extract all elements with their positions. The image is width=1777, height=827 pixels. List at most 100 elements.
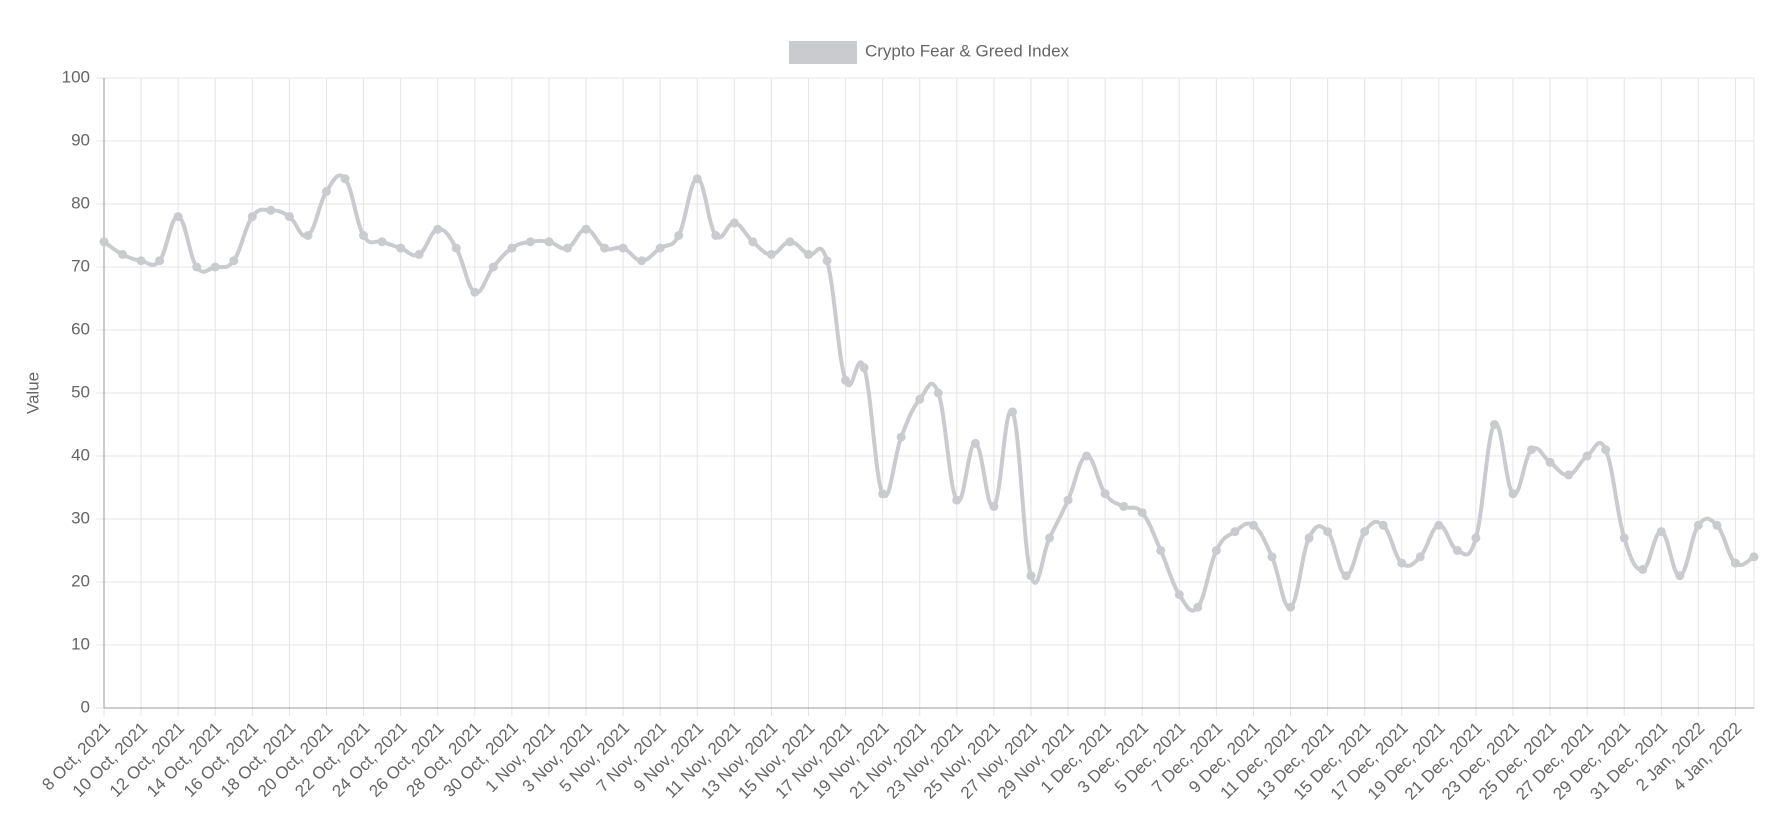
data-point	[1286, 602, 1296, 612]
data-point	[136, 256, 146, 266]
data-point	[1693, 520, 1703, 530]
data-point	[692, 174, 702, 184]
data-point	[655, 243, 665, 253]
data-point	[1471, 533, 1481, 543]
data-point	[748, 237, 758, 247]
y-tick-label: 30	[71, 508, 90, 527]
data-point	[896, 432, 906, 442]
y-tick-label: 90	[71, 130, 90, 149]
data-point	[303, 231, 313, 240]
data-point	[525, 237, 535, 247]
data-point	[952, 495, 962, 505]
data-point	[1601, 445, 1611, 455]
data-point	[1304, 533, 1314, 543]
data-point	[155, 256, 165, 266]
data-point	[1508, 489, 1518, 499]
data-point	[1489, 420, 1499, 429]
data-point	[1397, 558, 1407, 568]
data-point	[1730, 558, 1740, 568]
data-point	[637, 256, 647, 266]
data-point	[377, 237, 387, 247]
data-point	[1656, 527, 1666, 537]
data-point	[1230, 527, 1240, 537]
data-point	[173, 212, 183, 222]
data-point	[1452, 546, 1462, 555]
data-point	[1638, 564, 1648, 574]
data-point	[1675, 571, 1685, 581]
data-point	[229, 256, 239, 266]
data-point	[859, 363, 869, 373]
data-point	[1119, 501, 1129, 511]
data-point	[99, 237, 109, 247]
y-tick-label: 10	[71, 634, 90, 653]
data-point	[1749, 552, 1759, 562]
data-point	[822, 256, 832, 266]
data-point	[396, 243, 406, 253]
data-point	[359, 231, 369, 240]
data-point	[451, 243, 461, 253]
data-point	[674, 231, 684, 240]
data-point	[1415, 552, 1425, 562]
data-point	[1007, 407, 1017, 417]
data-point	[1378, 520, 1388, 530]
data-point	[1137, 508, 1147, 518]
data-point	[989, 501, 999, 511]
data-point	[247, 212, 257, 222]
data-point	[915, 394, 925, 404]
data-point	[118, 249, 128, 259]
data-point	[1174, 590, 1184, 600]
data-point	[841, 375, 851, 385]
data-point	[1323, 527, 1333, 537]
data-point	[1582, 451, 1592, 461]
data-point	[1100, 489, 1110, 499]
data-point	[1211, 546, 1221, 555]
data-point	[562, 243, 572, 253]
legend-label: Crypto Fear & Greed Index	[865, 41, 1070, 60]
data-point	[340, 174, 350, 184]
data-point	[414, 249, 424, 259]
data-point	[507, 243, 517, 253]
y-tick-label: 100	[62, 67, 90, 86]
y-tick-label: 70	[71, 256, 90, 275]
data-point	[1341, 571, 1351, 581]
data-point	[470, 287, 480, 297]
data-point	[488, 262, 498, 272]
data-point	[544, 237, 554, 247]
data-point	[878, 489, 888, 499]
data-point	[1248, 520, 1258, 530]
y-tick-label: 0	[81, 697, 90, 716]
data-point	[210, 262, 220, 272]
legend-swatch	[788, 41, 857, 64]
data-point	[1619, 533, 1629, 543]
legend: Crypto Fear & Greed Index	[788, 41, 1070, 64]
data-point	[711, 231, 721, 240]
data-point	[803, 249, 813, 259]
data-point	[1267, 552, 1277, 562]
data-point	[618, 243, 628, 253]
y-tick-label: 50	[71, 382, 90, 401]
data-point	[581, 224, 591, 234]
y-tick-label: 80	[71, 193, 90, 212]
y-tick-label: 40	[71, 445, 90, 464]
data-point	[970, 438, 980, 448]
data-point	[1045, 533, 1055, 543]
data-point	[933, 388, 943, 398]
data-point	[1082, 451, 1092, 461]
data-point	[729, 218, 739, 228]
data-point	[1063, 495, 1073, 505]
data-point	[284, 212, 294, 222]
y-tick-label: 60	[71, 319, 90, 338]
y-tick-label: 20	[71, 571, 90, 590]
data-point	[766, 249, 776, 259]
data-point	[1564, 470, 1574, 480]
data-point	[1712, 520, 1722, 530]
data-point	[321, 186, 331, 196]
data-point	[192, 262, 202, 272]
data-point	[1434, 520, 1444, 530]
data-point	[1026, 571, 1036, 581]
data-point	[1156, 546, 1166, 555]
data-point	[1360, 527, 1370, 537]
data-point	[785, 237, 795, 247]
data-point	[600, 243, 610, 253]
